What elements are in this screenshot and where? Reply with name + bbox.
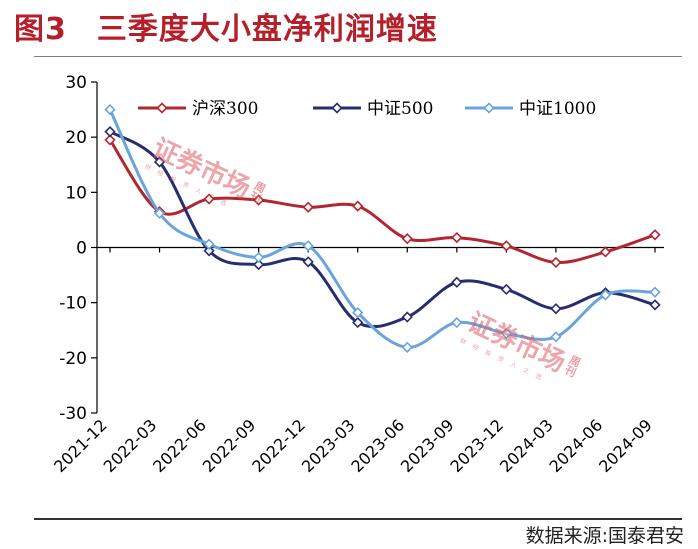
- data-point: [500, 327, 512, 340]
- top-rule: [34, 56, 682, 57]
- x-tick-label: 2022-06: [149, 415, 210, 476]
- data-point: [104, 103, 116, 116]
- y-tick-label: -30: [59, 404, 87, 424]
- data-point: [401, 233, 413, 245]
- data-point: [500, 283, 512, 296]
- figure-title: 图3 三季度大小盘净利润增速: [14, 4, 438, 48]
- data-point: [352, 306, 364, 319]
- data-point: [104, 126, 116, 138]
- data-point: [550, 256, 562, 269]
- data-point: [550, 331, 562, 343]
- data-point: [253, 258, 265, 271]
- y-tick-label: 0: [76, 239, 87, 259]
- x-tick-label: 2023-06: [347, 415, 408, 476]
- figure-number: 图3: [14, 12, 67, 47]
- data-point: [401, 341, 413, 353]
- data-point: [153, 207, 166, 219]
- data-point: [500, 240, 512, 252]
- data-point: [599, 289, 612, 301]
- data-point: [302, 240, 314, 252]
- data-point: [649, 286, 661, 298]
- series-lines: [104, 103, 661, 353]
- x-tick-label: 2021-12: [50, 415, 111, 476]
- x-tick-label: 2024-06: [546, 415, 607, 476]
- data-point: [599, 246, 612, 258]
- legend-label: 中证500: [367, 99, 433, 119]
- bottom-rule: [34, 518, 682, 520]
- data-point: [253, 194, 265, 206]
- series-line: [108, 108, 656, 349]
- data-point: [550, 303, 562, 315]
- data-point: [203, 193, 215, 205]
- data-point: [104, 134, 116, 146]
- legend: 沪深300 中证500 中证1000: [138, 99, 596, 119]
- legend-label: 沪深300: [192, 99, 258, 119]
- data-point: [649, 229, 661, 241]
- legend-marker: [156, 102, 168, 114]
- axes: 3020100-10-20-302021-122022-032022-06202…: [50, 73, 664, 476]
- data-source: 数据来源:国泰君安: [525, 525, 684, 547]
- series-line: [108, 139, 656, 264]
- series-line: [109, 130, 656, 329]
- y-tick-label: -20: [59, 349, 87, 369]
- x-tick-label: 2023-03: [298, 415, 359, 476]
- y-tick-label: 20: [65, 128, 87, 148]
- data-point: [253, 251, 265, 264]
- data-point: [401, 311, 413, 323]
- x-tick-label: 2024-03: [496, 415, 557, 476]
- y-tick-label: 30: [65, 73, 87, 93]
- data-point: [352, 200, 364, 212]
- x-tick-label: 2023-09: [397, 415, 458, 476]
- legend-label: 中证1000: [519, 99, 596, 119]
- data-point: [203, 238, 215, 250]
- x-tick-label: 2022-12: [248, 415, 309, 476]
- x-tick-label: 2024-09: [595, 415, 656, 476]
- data-point: [451, 231, 463, 244]
- data-point: [302, 256, 314, 268]
- data-point: [302, 201, 314, 213]
- data-point: [203, 245, 215, 257]
- figure-title-text: 三季度大小盘净利润增速: [96, 12, 438, 47]
- data-point: [352, 316, 364, 329]
- x-tick-label: 2022-09: [199, 415, 260, 476]
- data-point: [451, 276, 463, 288]
- data-point: [153, 156, 166, 168]
- data-point: [451, 316, 463, 329]
- x-tick-label: 2023-12: [446, 415, 507, 476]
- data-point: [649, 299, 661, 311]
- y-tick-label: -10: [59, 294, 87, 314]
- legend-marker: [483, 102, 495, 114]
- x-tick-label: 2022-03: [100, 415, 161, 476]
- y-tick-label: 10: [65, 183, 87, 203]
- legend-marker: [331, 102, 343, 114]
